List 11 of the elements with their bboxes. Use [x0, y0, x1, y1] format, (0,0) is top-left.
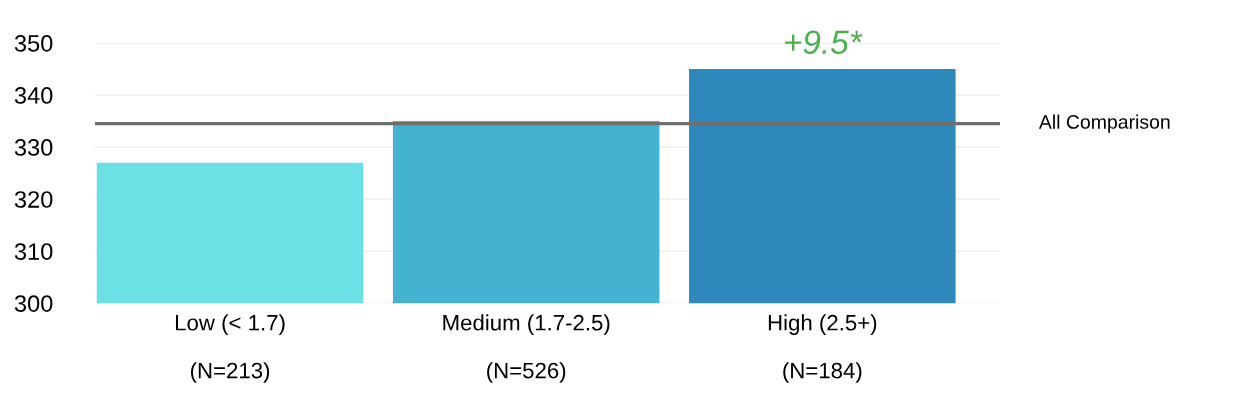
annotation: +9.5* [785, 30, 863, 55]
y-tick-label: 320 [14, 191, 53, 208]
category-label: High (2.5+) (N=184) [768, 314, 877, 383]
y-tick-label: 300 [14, 295, 53, 312]
ref-line-label: All Comparison [1038, 114, 1170, 133]
y-tick-label: 310 [14, 243, 53, 260]
category-label: Medium (1.7-2.5) (N=526) [443, 314, 610, 383]
y-tick-label: 340 [14, 87, 53, 104]
y-tick-label: 350 [14, 35, 53, 52]
y-tick-label: 330 [14, 139, 53, 156]
category-label: Low (< 1.7) (N=213) [175, 314, 285, 383]
